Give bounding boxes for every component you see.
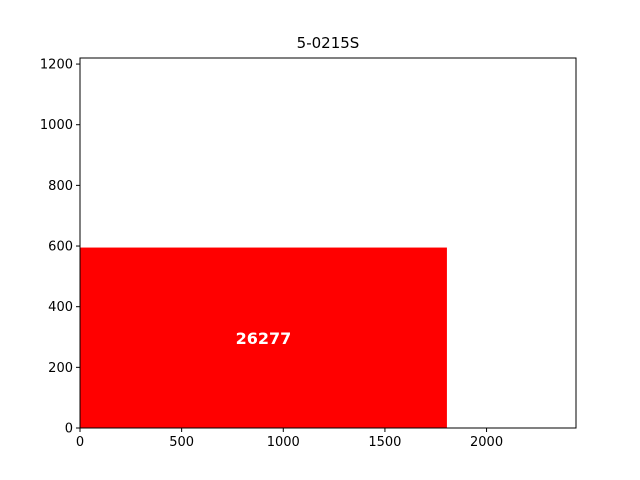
x-tick-label: 1500 [368,435,401,450]
y-tick-label: 0 [65,422,73,437]
y-tick-label: 800 [48,179,73,194]
rectangle-label: 26277 [236,329,292,348]
x-tick-label: 0 [76,435,84,450]
chart-title: 5-0215S [297,34,360,52]
x-tick-label: 2000 [470,435,503,450]
y-axis: 0 200 400 600 800 1000 1200 [40,58,80,437]
y-tick-label: 400 [48,300,73,315]
y-tick-label: 200 [48,361,73,376]
plot-frame [79,57,577,429]
y-tick-label: 600 [48,240,73,255]
x-tick-label: 500 [169,435,194,450]
rectangles-layer: 26277 [80,247,447,428]
y-tick-label: 1000 [40,118,73,133]
x-axis: 0 500 1000 1500 2000 [76,428,503,450]
area-rectangle [80,247,447,428]
y-tick-label: 1200 [40,58,73,73]
x-tick-label: 1000 [267,435,300,450]
